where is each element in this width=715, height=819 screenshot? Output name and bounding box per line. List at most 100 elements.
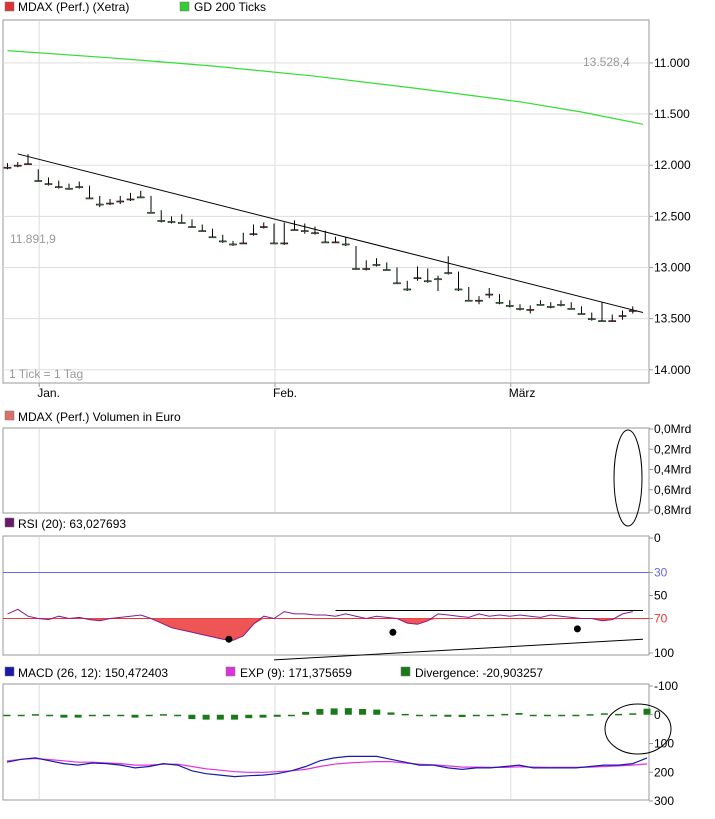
divergence-bar: [487, 714, 495, 717]
candle-body: [65, 187, 73, 190]
candle-body: [413, 277, 422, 280]
ma200-legend-swatch: [179, 1, 190, 12]
price-marks: [3, 50, 644, 322]
volume-axis: 0,8Mrd 0,6Mrd 0,4Mrd 0,2Mrd 0,0Mrd: [649, 422, 691, 517]
candle-body: [311, 232, 319, 235]
divergence-bar: [117, 714, 125, 717]
candle-body: [423, 280, 432, 283]
x-tick-label: März: [509, 386, 536, 400]
volume-panel-frame: [2, 427, 650, 514]
macd-legend-label: MACD (26, 12): 150,472403: [18, 666, 168, 680]
divergence-bar: [401, 713, 409, 716]
divergence-bar: [586, 714, 594, 716]
divergence-bar: [17, 714, 25, 717]
candle-body: [557, 304, 565, 306]
candle-body: [598, 320, 606, 322]
candle-body: [434, 278, 442, 281]
rsi-grid: [38, 537, 512, 654]
rsi-marker-dot: [573, 625, 581, 633]
candle-body: [106, 202, 114, 205]
support-trendline: [17, 153, 644, 313]
rsi-y-tick-label: 0: [654, 531, 661, 545]
candle-body: [505, 305, 514, 307]
price-axis: 14.000 13.500 13.000 12.500 12.000 11.500 11.0…: [649, 56, 691, 377]
candle-body: [464, 299, 473, 302]
rsi-marker-dot: [225, 635, 233, 643]
divergence-bar: [60, 714, 68, 718]
candle-body: [136, 196, 145, 199]
candle-body: [157, 220, 166, 222]
candle-body: [393, 282, 401, 285]
macd-axis: 300 200 100 0 -100: [649, 679, 678, 808]
ma200-line: [7, 50, 644, 125]
price-legend: MDAX (Perf.) (Xetra) GD 200 Ticks: [4, 0, 266, 14]
candle-body: [24, 163, 32, 165]
price-y-tick-label: 13.000: [654, 260, 691, 274]
candle-body: [618, 315, 627, 317]
candle-body: [362, 268, 371, 270]
rsi-marker-dot: [389, 628, 397, 636]
price-x-axis: Jan. Feb. März: [37, 383, 535, 400]
rsi-line: [7, 608, 633, 641]
candle-body: [546, 306, 555, 308]
candle-body: [13, 164, 22, 167]
candle-body: [341, 243, 350, 246]
rsi-axis: 100 70 50 30 0: [649, 531, 674, 660]
divergence-bar: [458, 714, 466, 718]
candle-body: [188, 226, 196, 228]
divergence-bar: [145, 714, 153, 717]
annotation-low: 11.891,9: [10, 232, 56, 246]
candle-body: [249, 233, 258, 236]
divergence-bar: [131, 714, 139, 718]
divergence-bar: [259, 714, 267, 718]
candle-body: [628, 310, 637, 312]
volume-highlight-ellipse: [613, 429, 643, 527]
divergence-bar: [359, 709, 367, 715]
divergence-bar: [245, 714, 253, 719]
candle-body: [352, 268, 360, 270]
candle-body: [485, 293, 494, 296]
candle-body: [95, 203, 104, 206]
candle-body: [75, 186, 84, 188]
candle-body: [290, 229, 299, 231]
divergence-bar: [529, 714, 537, 717]
divergence-bar: [387, 712, 395, 715]
macd-legend: MACD (26, 12): 150,472403 EXP (9): 171,3…: [4, 666, 543, 680]
price-y-tick-label: 13.500: [654, 312, 691, 326]
price-y-tick-label: 11.500: [654, 107, 690, 121]
rsi-legend-label: RSI (20): 63,027693: [18, 517, 126, 531]
rsi-y-tick-label: 100: [654, 646, 674, 660]
candle-body: [167, 221, 176, 223]
divergence-bar: [188, 714, 196, 720]
volume-y-tick-label: 0,6Mrd: [654, 483, 691, 497]
macd-line: [6, 755, 648, 778]
price-legend-swatch: [4, 1, 15, 12]
divergence-bar: [159, 714, 167, 716]
candle-body: [218, 240, 227, 243]
x-tick-label: Feb.: [273, 386, 297, 400]
candle-body: [331, 241, 340, 244]
exp-legend-swatch: [225, 666, 236, 677]
divergence-bar: [88, 714, 96, 717]
divergence-bar: [103, 714, 111, 717]
divergence-bar: [231, 714, 239, 720]
annotation-high: 13.528,4: [583, 55, 630, 69]
macd-marks: [3, 708, 651, 778]
candle-body: [372, 264, 381, 266]
volume-legend: MDAX (Perf.) Volumen in Euro: [4, 410, 181, 424]
rsi-y-tick-label: 30: [654, 566, 668, 580]
rsi-marks: [3, 572, 649, 661]
divergence-bar: [444, 714, 452, 717]
volume-y-tick-label: 0,8Mrd: [654, 503, 691, 517]
divergence-bar: [643, 708, 651, 715]
candle-body: [516, 308, 524, 310]
rsi-panel-frame: [2, 535, 650, 656]
macd-y-tick-label: 100: [654, 737, 674, 751]
candle-body: [147, 211, 155, 214]
rsi-trendline: [273, 638, 644, 661]
divergence-bar: [600, 713, 608, 715]
macd-y-tick-label: -100: [654, 679, 678, 693]
candle-body: [536, 304, 545, 306]
candle-body: [567, 308, 576, 310]
